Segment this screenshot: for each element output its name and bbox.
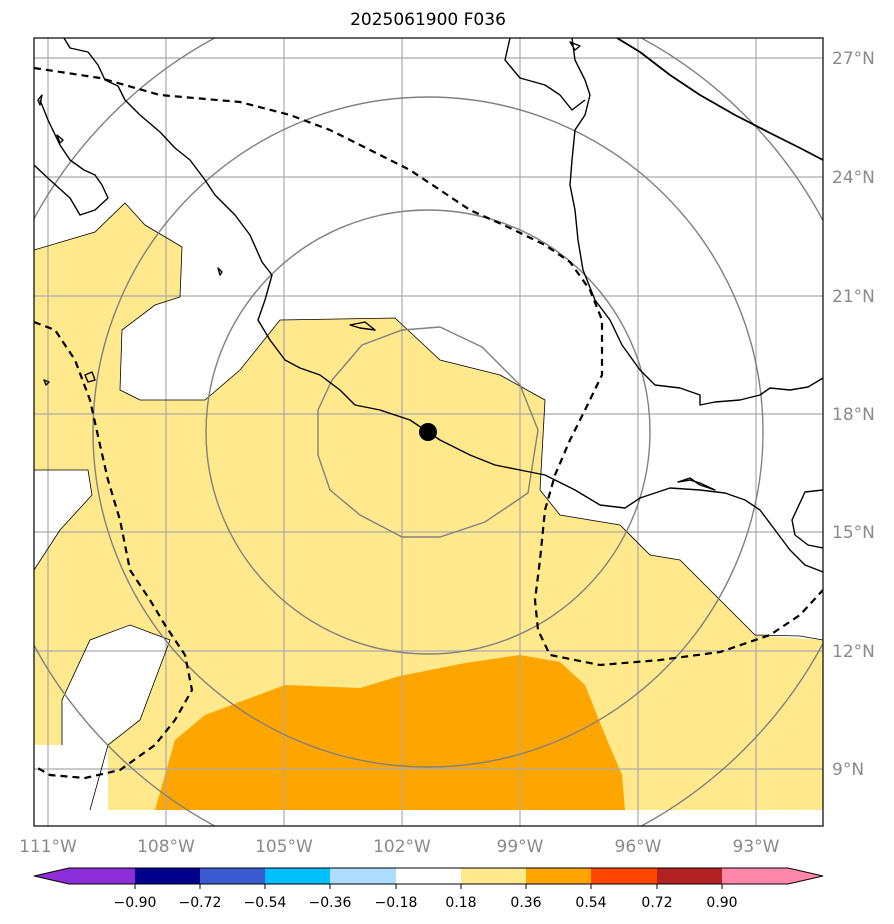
colorbar-tick-label: −0.18 xyxy=(375,895,418,911)
colorbar-swatch xyxy=(200,868,265,884)
lat-label: 15°N xyxy=(832,523,875,543)
map-panel xyxy=(34,38,823,826)
lon-label: 108°W xyxy=(137,837,195,857)
lat-label: 21°N xyxy=(832,287,875,307)
colorbar-tick-label: 0.18 xyxy=(445,895,476,911)
colorbar-tick-label: −0.36 xyxy=(309,895,352,911)
lon-label: 93°W xyxy=(733,837,780,857)
lon-label: 111°W xyxy=(19,837,77,857)
colorbar-swatch xyxy=(265,868,330,884)
lon-label: 99°W xyxy=(497,837,544,857)
shading-light-yellow xyxy=(34,203,823,810)
colorbar-swatch xyxy=(526,868,591,884)
map-frame xyxy=(33,37,824,827)
lat-label: 12°N xyxy=(832,642,875,662)
colorbar-swatch xyxy=(330,868,396,884)
map-title: 2025061900 F036 xyxy=(350,10,506,30)
lat-label: 18°N xyxy=(832,405,875,425)
colorbar-swatch xyxy=(657,868,722,884)
colorbar-swatch xyxy=(461,868,526,884)
colorbar-tick-label: 0.90 xyxy=(706,895,737,911)
graticule xyxy=(34,38,823,826)
lon-axis-labels: 111°W 108°W 105°W 102°W 99°W 96°W 93°W xyxy=(19,837,780,857)
lat-axis-labels: 27°N 24°N 21°N 18°N 15°N 12°N 9°N xyxy=(832,49,875,780)
lat-label: 9°N xyxy=(832,760,864,780)
storm-center-marker xyxy=(419,423,437,441)
distance-rings xyxy=(34,38,823,826)
colorbar-swatch xyxy=(34,868,69,884)
colorbar-tick-label: −0.90 xyxy=(114,895,157,911)
colorbar-tick-label: 0.36 xyxy=(510,895,541,911)
colorbar: −0.90 −0.72 −0.54 −0.36 −0.18 0.18 0.36 … xyxy=(33,867,824,911)
colorbar-swatch xyxy=(591,868,657,884)
colorbar-outline xyxy=(33,867,824,885)
lon-label: 105°W xyxy=(255,837,313,857)
colorbar-swatch xyxy=(396,868,461,884)
colorbar-tick-label: −0.54 xyxy=(244,895,287,911)
lon-label: 96°W xyxy=(615,837,662,857)
colorbar-tick-label: −0.72 xyxy=(179,895,222,911)
shading-outline xyxy=(34,202,823,811)
dashed-contour xyxy=(34,66,823,780)
lon-label: 102°W xyxy=(373,837,431,857)
lat-label: 27°N xyxy=(832,49,875,69)
coastlines xyxy=(34,38,823,573)
colorbar-swatch xyxy=(69,868,135,884)
lat-label: 24°N xyxy=(832,168,875,188)
shading-orange xyxy=(155,655,625,810)
colorbar-swatch xyxy=(788,868,823,884)
colorbar-swatch xyxy=(722,868,788,884)
colorbar-tick-label: 0.72 xyxy=(641,895,672,911)
colorbar-swatch xyxy=(135,868,200,884)
colorbar-ticks xyxy=(134,884,723,889)
colorbar-tick-label: 0.54 xyxy=(575,895,606,911)
